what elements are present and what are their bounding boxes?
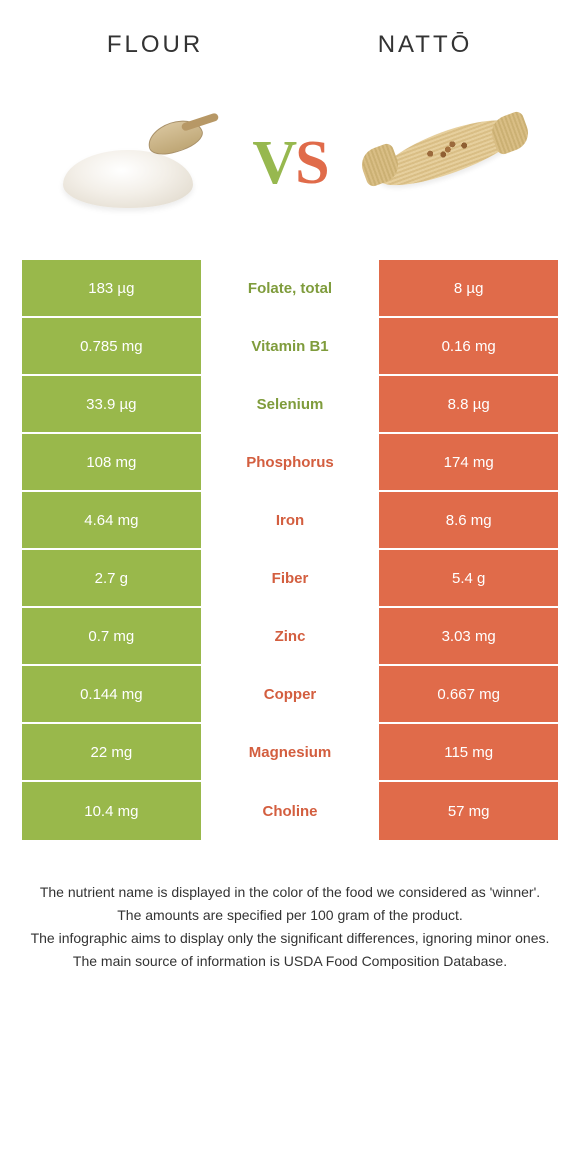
nutrient-name-cell: Selenium xyxy=(201,376,380,432)
right-food-title-col: NATTŌ xyxy=(290,31,560,59)
footer-line-2: The amounts are specified per 100 gram o… xyxy=(22,905,558,926)
left-value-cell: 22 mg xyxy=(22,724,201,780)
nutrient-name-cell: Phosphorus xyxy=(201,434,380,490)
nutrient-name-cell: Iron xyxy=(201,492,380,548)
table-row: 22 mgMagnesium115 mg xyxy=(22,724,558,782)
right-value-cell: 115 mg xyxy=(379,724,558,780)
right-value-cell: 57 mg xyxy=(379,782,558,840)
nutrient-name-cell: Zinc xyxy=(201,608,380,664)
right-value-cell: 174 mg xyxy=(379,434,558,490)
hero-row: VS xyxy=(0,80,580,260)
left-value-cell: 183 µg xyxy=(22,260,201,316)
header-row: FLOUR NATTŌ xyxy=(0,10,580,80)
left-value-cell: 0.144 mg xyxy=(22,666,201,722)
right-value-cell: 8.8 µg xyxy=(379,376,558,432)
table-row: 10.4 mgCholine57 mg xyxy=(22,782,558,840)
vs-s: S xyxy=(295,129,327,197)
table-row: 0.7 mgZinc3.03 mg xyxy=(22,608,558,666)
left-food-title: FLOUR xyxy=(107,31,203,59)
table-row: 2.7 gFiber5.4 g xyxy=(22,550,558,608)
table-row: 0.144 mgCopper0.667 mg xyxy=(22,666,558,724)
comparison-infographic: FLOUR NATTŌ VS 183 µgFolate, total8 µg0 xyxy=(0,10,580,972)
table-row: 4.64 mgIron8.6 mg xyxy=(22,492,558,550)
footer-line-3: The infographic aims to display only the… xyxy=(22,928,558,949)
vs-v: V xyxy=(252,129,295,197)
nutrient-name-cell: Choline xyxy=(201,782,380,840)
table-row: 108 mgPhosphorus174 mg xyxy=(22,434,558,492)
left-food-title-col: FLOUR xyxy=(20,31,290,59)
nutrient-name-cell: Folate, total xyxy=(201,260,380,316)
table-row: 0.785 mgVitamin B10.16 mg xyxy=(22,318,558,376)
right-food-image xyxy=(328,90,560,236)
footer-line-4: The main source of information is USDA F… xyxy=(22,951,558,972)
left-food-image xyxy=(20,90,252,236)
table-row: 33.9 µgSelenium8.8 µg xyxy=(22,376,558,434)
left-value-cell: 108 mg xyxy=(22,434,201,490)
right-value-cell: 0.16 mg xyxy=(379,318,558,374)
left-value-cell: 0.7 mg xyxy=(22,608,201,664)
nutrient-table: 183 µgFolate, total8 µg0.785 mgVitamin B… xyxy=(22,260,558,840)
left-value-cell: 2.7 g xyxy=(22,550,201,606)
right-value-cell: 0.667 mg xyxy=(379,666,558,722)
nutrient-name-cell: Vitamin B1 xyxy=(201,318,380,374)
left-value-cell: 4.64 mg xyxy=(22,492,201,548)
vs-label: VS xyxy=(252,128,327,199)
footer-line-1: The nutrient name is displayed in the co… xyxy=(22,882,558,903)
flour-icon xyxy=(51,108,221,218)
right-food-title: NATTŌ xyxy=(378,31,473,59)
right-value-cell: 8 µg xyxy=(379,260,558,316)
nutrient-name-cell: Fiber xyxy=(201,550,380,606)
natto-icon xyxy=(354,103,534,223)
right-value-cell: 8.6 mg xyxy=(379,492,558,548)
left-value-cell: 0.785 mg xyxy=(22,318,201,374)
left-value-cell: 33.9 µg xyxy=(22,376,201,432)
footer-notes: The nutrient name is displayed in the co… xyxy=(22,882,558,972)
table-row: 183 µgFolate, total8 µg xyxy=(22,260,558,318)
right-value-cell: 5.4 g xyxy=(379,550,558,606)
left-value-cell: 10.4 mg xyxy=(22,782,201,840)
right-value-cell: 3.03 mg xyxy=(379,608,558,664)
nutrient-name-cell: Magnesium xyxy=(201,724,380,780)
nutrient-name-cell: Copper xyxy=(201,666,380,722)
